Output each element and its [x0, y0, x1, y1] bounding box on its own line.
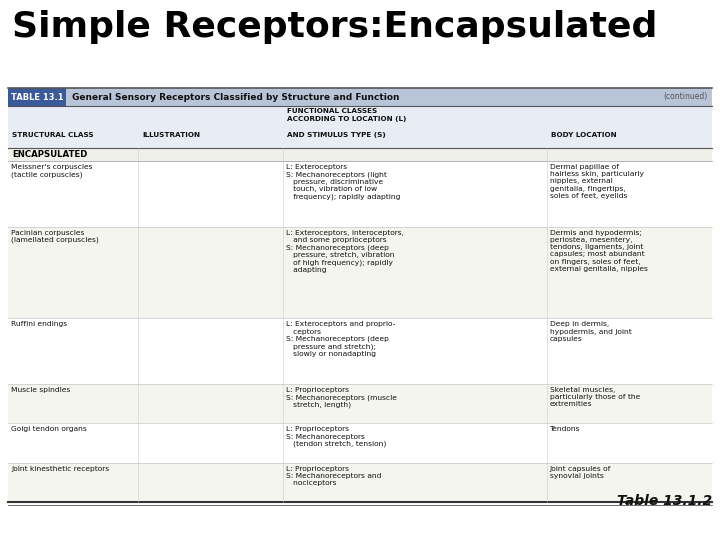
Text: FUNCTIONAL CLASSES
ACCORDING TO LOCATION (L): FUNCTIONAL CLASSES ACCORDING TO LOCATION…: [287, 108, 406, 122]
Text: Dermal papillae of
hairless skin, particularly
nipples, external
genitalia, fing: Dermal papillae of hairless skin, partic…: [549, 164, 644, 199]
Text: Table 13.1.2: Table 13.1.2: [617, 494, 712, 508]
Text: L: Proprioceptors
S: Mechanoreceptors (muscle
   stretch, length): L: Proprioceptors S: Mechanoreceptors (m…: [286, 387, 397, 408]
Text: AND STIMULUS TYPE (S): AND STIMULUS TYPE (S): [287, 132, 385, 138]
Bar: [8, 161, 712, 227]
Text: Tendons: Tendons: [549, 426, 580, 433]
Text: BODY LOCATION: BODY LOCATION: [551, 132, 616, 138]
Text: General Sensory Receptors Classified by Structure and Function: General Sensory Receptors Classified by …: [72, 92, 400, 102]
Bar: [8, 148, 712, 161]
Bar: [8, 106, 712, 148]
Text: Dermis and hypodermis;
periostea, mesentery,
tendons, ligaments, joint
capsules;: Dermis and hypodermis; periostea, mesent…: [549, 230, 647, 272]
Text: Ruffini endings: Ruffini endings: [11, 321, 67, 327]
Text: Deep in dermis,
hypodermis, and joint
capsules: Deep in dermis, hypodermis, and joint ca…: [549, 321, 631, 342]
Text: Joint capsules of
synovial joints: Joint capsules of synovial joints: [549, 465, 611, 479]
Text: L: Proprioceptors
S: Mechanoreceptors
   (tendon stretch, tension): L: Proprioceptors S: Mechanoreceptors (t…: [286, 426, 386, 447]
Text: TABLE 13.1: TABLE 13.1: [11, 92, 63, 102]
Text: Simple Receptors:Encapsulated: Simple Receptors:Encapsulated: [12, 10, 657, 44]
Text: (continued): (continued): [664, 92, 708, 102]
Text: L: Exteroceptors
S: Mechanoreceptors (light
   pressure, discriminative
   touch: L: Exteroceptors S: Mechanoreceptors (li…: [286, 164, 400, 200]
Text: Pacinian corpuscles
(lamellated corpuscles): Pacinian corpuscles (lamellated corpuscl…: [11, 230, 99, 244]
Bar: [8, 227, 712, 319]
Bar: [8, 463, 712, 502]
Text: Joint kinesthetic receptors: Joint kinesthetic receptors: [11, 465, 109, 471]
Text: Meissner's corpuscles
(tactile corpuscles): Meissner's corpuscles (tactile corpuscle…: [11, 164, 92, 178]
Text: L: Exteroceptors and proprio-
   ceptors
S: Mechanoreceptors (deep
   pressure a: L: Exteroceptors and proprio- ceptors S:…: [286, 321, 395, 357]
Bar: [8, 384, 712, 423]
Text: ENCAPSULATED: ENCAPSULATED: [12, 150, 87, 159]
Bar: [8, 88, 712, 106]
Text: L: Proprioceptors
S: Mechanoreceptors and
   nociceptors: L: Proprioceptors S: Mechanoreceptors an…: [286, 465, 381, 486]
Bar: [8, 423, 712, 463]
Text: Golgi tendon organs: Golgi tendon organs: [11, 426, 86, 433]
Bar: [8, 319, 712, 384]
Text: L: Exteroceptors, interoceptors,
   and some proprioceptors
S: Mechanoreceptors : L: Exteroceptors, interoceptors, and som…: [286, 230, 403, 273]
Text: ILLUSTRATION: ILLUSTRATION: [143, 132, 200, 138]
Bar: [8, 88, 66, 106]
Text: Muscle spindles: Muscle spindles: [11, 387, 71, 393]
Text: STRUCTURAL CLASS: STRUCTURAL CLASS: [12, 132, 94, 138]
Text: Skeletal muscles,
particularly those of the
extremities: Skeletal muscles, particularly those of …: [549, 387, 640, 408]
